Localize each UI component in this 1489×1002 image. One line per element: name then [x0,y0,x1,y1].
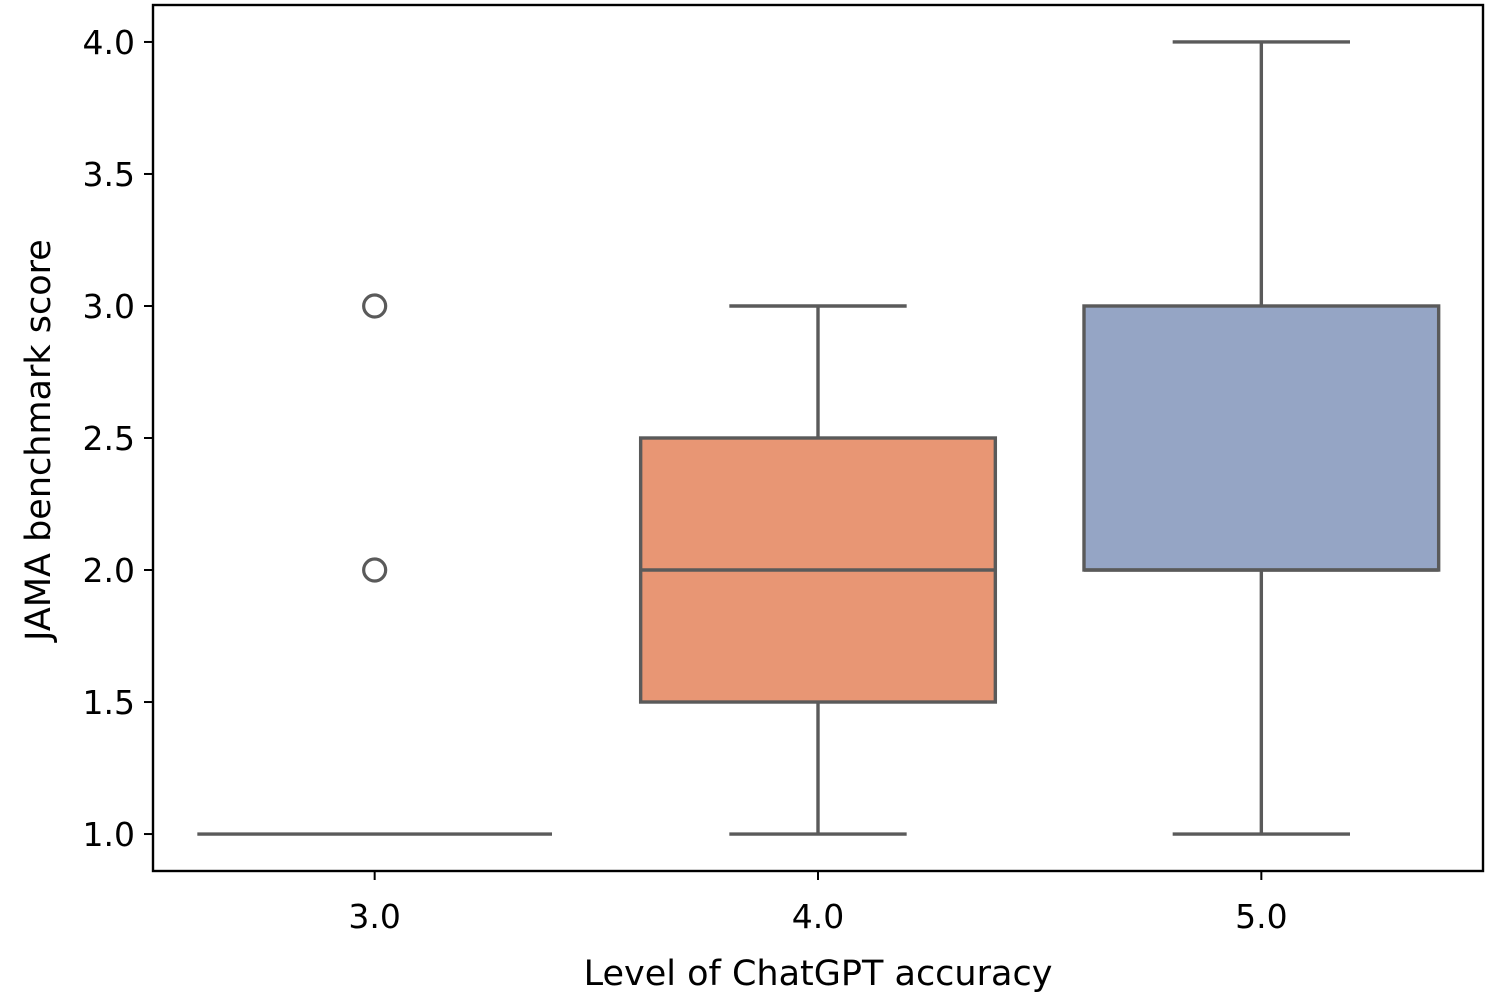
x-tick-label: 5.0 [1235,897,1287,936]
x-tick-label: 4.0 [792,897,844,936]
y-tick-label: 1.0 [83,815,135,854]
x-axis-label: Level of ChatGPT accuracy [584,954,1053,994]
x-axis: 3.0 4.0 5.0 [348,871,1288,936]
y-tick-label: 1.5 [83,683,135,722]
outlier-point [362,293,388,319]
y-axis-label: JAMA benchmark score [19,239,59,643]
outlier-point [362,557,388,583]
y-tick-label: 3.5 [83,155,135,194]
box [1082,304,1441,572]
box-plot-marks [197,40,1441,836]
box-group-4-0 [638,304,998,836]
y-tick-label: 2.5 [83,419,135,458]
box-group-3-0 [197,293,552,836]
y-axis: 1.0 1.5 2.0 2.5 3.0 3.5 4.0 [83,23,153,854]
y-tick-label: 4.0 [83,23,135,62]
box-group-5-0 [1082,40,1441,836]
y-tick-label: 3.0 [83,287,135,326]
x-tick-label: 3.0 [348,897,400,936]
y-tick-label: 2.0 [83,551,135,590]
